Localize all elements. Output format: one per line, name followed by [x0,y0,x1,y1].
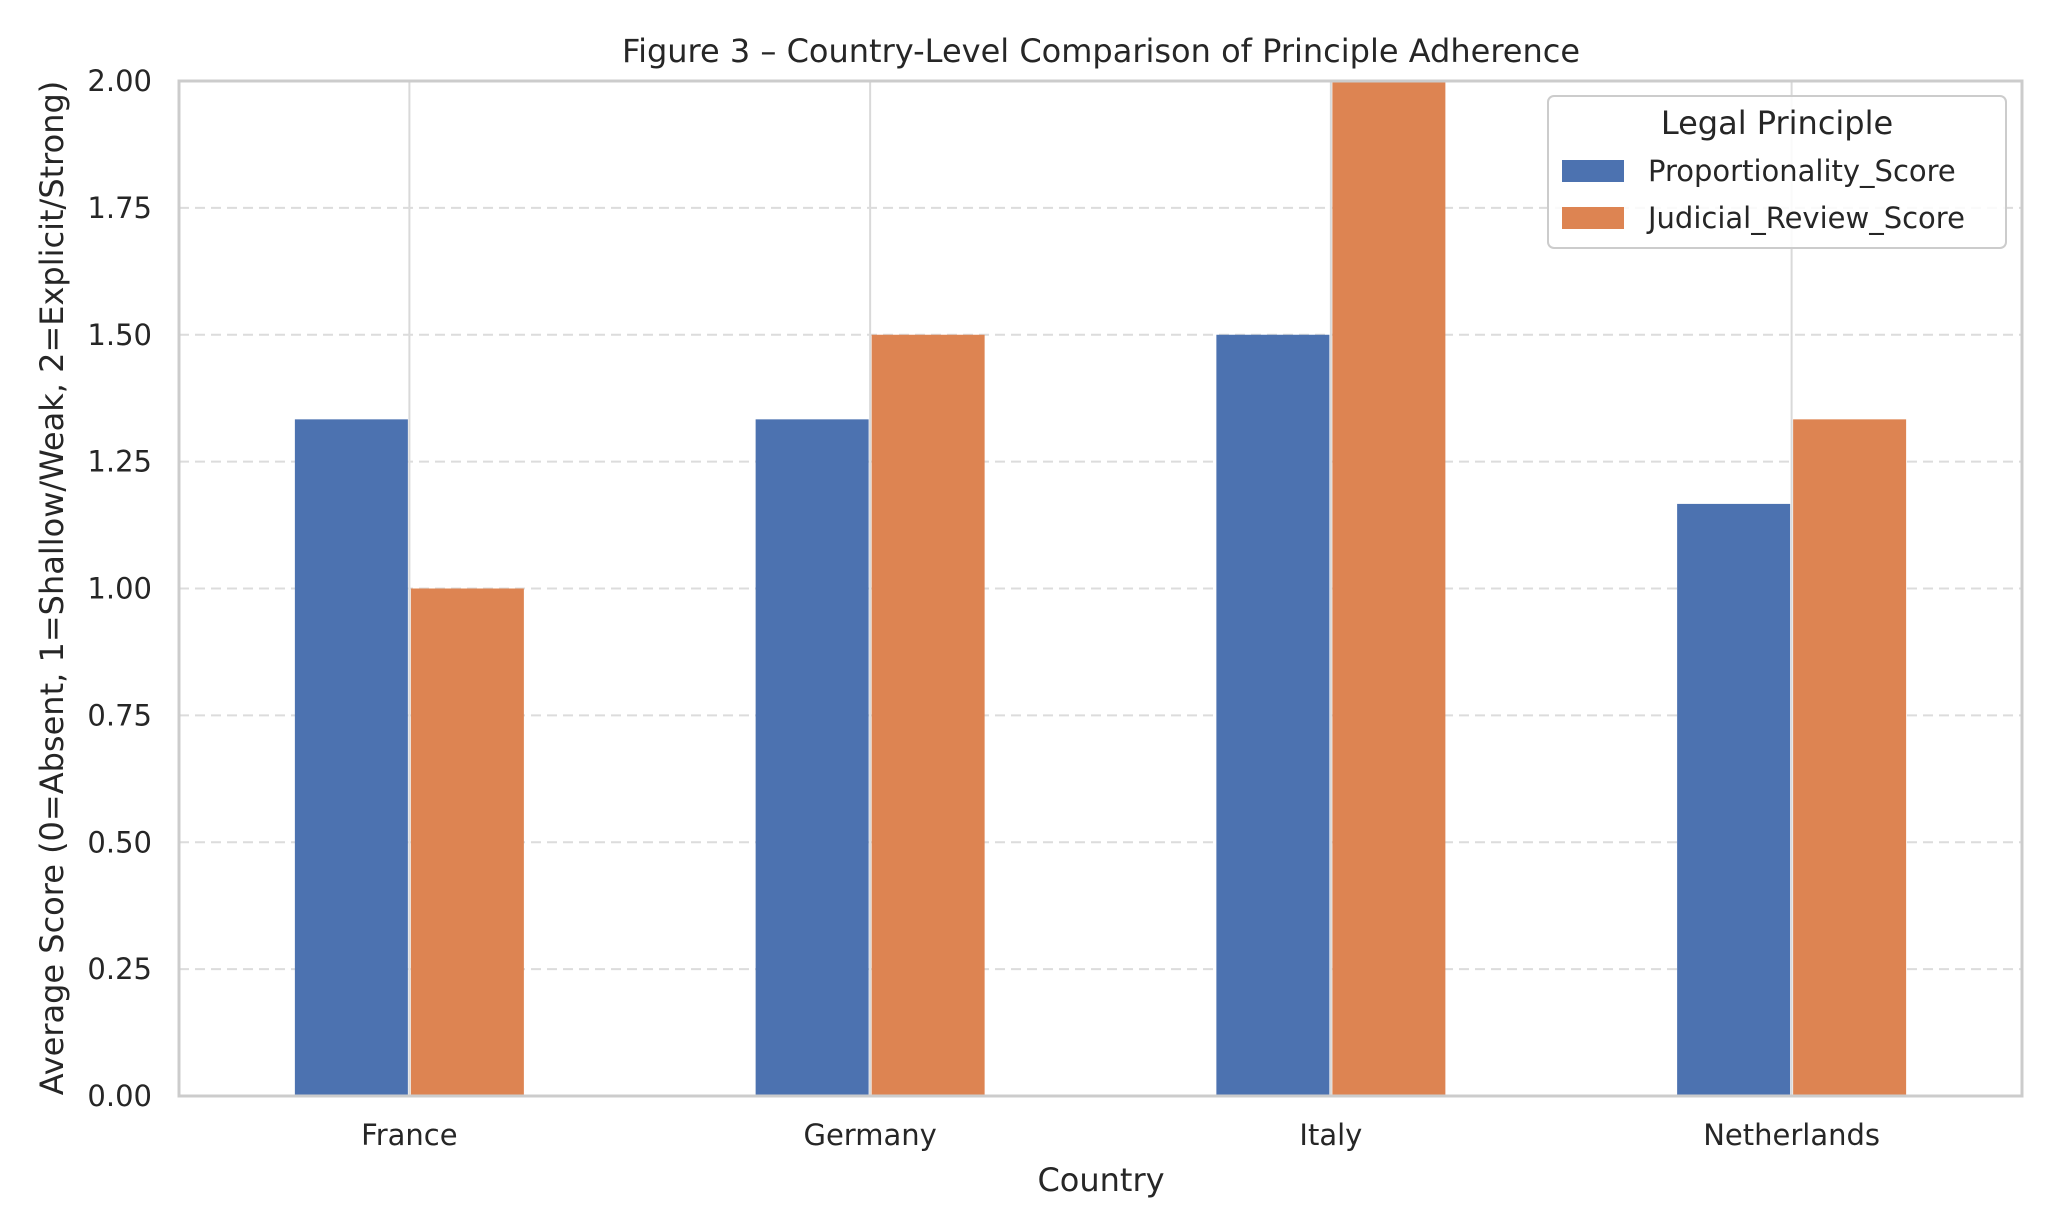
legend-label-judicial-review: Judicial_Review_Score [1646,201,1965,235]
x-tick-label: Netherlands [1703,1118,1880,1152]
chart-title: Figure 3 – Country-Level Comparison of P… [622,32,1580,70]
x-axis-label: Country [1037,1161,1164,1199]
x-tick-labels: France Germany Italy Netherlands [361,1118,1880,1152]
bar-proportionality-score-france [294,419,408,1097]
y-axis-label: Average Score (0=Absent, 1=Shallow/Weak,… [33,81,71,1096]
legend-swatch-judicial-review [1562,207,1624,229]
y-tick-label: 1.75 [87,191,152,225]
y-tick-label: 1.25 [87,445,152,479]
x-tick-label: France [361,1118,457,1152]
bar-proportionality-score-italy [1216,334,1330,1096]
bar-judicial-review-score-france [410,588,524,1096]
legend-title: Legal Principle [1661,104,1893,142]
legend: Legal Principle Proportionality_Score Ju… [1547,95,2007,249]
legend-swatch-proportionality [1562,160,1624,182]
bar-proportionality-score-germany [755,419,869,1097]
y-tick-label: 0.50 [87,825,152,859]
bar-judicial-review-score-germany [871,334,985,1096]
y-tick-label: 0.75 [87,698,152,732]
y-tick-label: 1.50 [87,318,152,352]
y-tick-label: 0.25 [87,952,152,986]
y-tick-labels: 0.00 0.25 0.50 0.75 1.00 1.25 1.50 1.75 2.00 [87,64,152,1113]
legend-label-proportionality: Proportionality_Score [1648,154,1956,188]
legend-box [1547,95,2007,249]
bar-judicial-review-score-italy [1332,81,1446,1096]
plot-frame [177,79,2024,1098]
bar-proportionality-score-netherlands [1677,503,1791,1096]
bars [294,81,1907,1097]
y-tick-label: 2.00 [87,64,152,98]
y-tick-label: 1.00 [87,572,152,606]
x-tick-label: Germany [803,1118,936,1152]
y-tick-label: 0.00 [87,1079,152,1113]
x-tick-label: Italy [1299,1118,1362,1152]
bar-judicial-review-score-netherlands [1793,419,1907,1097]
